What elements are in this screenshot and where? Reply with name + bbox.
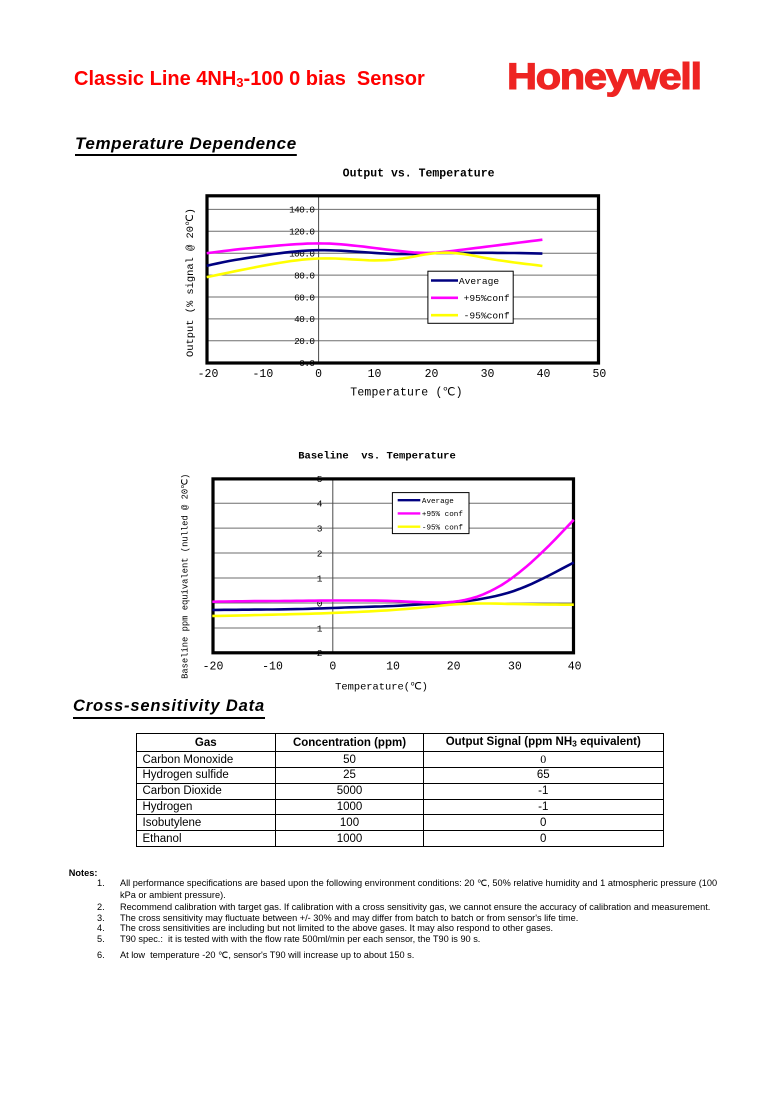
svg-text:Average: Average bbox=[459, 276, 500, 287]
svg-text:-95%conf: -95%conf bbox=[464, 311, 510, 322]
svg-text:50: 50 bbox=[592, 368, 606, 381]
svg-text:3: 3 bbox=[317, 523, 323, 534]
svg-text:10: 10 bbox=[368, 368, 382, 381]
svg-text:Baseline vs. Temperature: Baseline vs. Temperature bbox=[298, 451, 456, 463]
svg-text:20.0: 20.0 bbox=[294, 336, 314, 347]
svg-text:20: 20 bbox=[425, 368, 439, 381]
svg-text:100.0: 100.0 bbox=[289, 249, 314, 260]
svg-text:-20: -20 bbox=[203, 660, 224, 673]
svg-text:0: 0 bbox=[329, 660, 336, 673]
svg-text:Average: Average bbox=[422, 498, 454, 506]
svg-text:2: 2 bbox=[317, 648, 323, 659]
svg-text:4: 4 bbox=[317, 499, 323, 510]
svg-text:1: 1 bbox=[317, 623, 323, 634]
svg-text:0: 0 bbox=[315, 368, 322, 381]
svg-text:10: 10 bbox=[386, 660, 400, 673]
svg-text:120.0: 120.0 bbox=[289, 227, 314, 238]
svg-text:30: 30 bbox=[508, 660, 522, 673]
svg-text:Temperature (℃): Temperature (℃) bbox=[350, 386, 463, 399]
svg-text:0.0: 0.0 bbox=[299, 358, 314, 369]
svg-text:Baseline ppm equivalent (nulle: Baseline ppm equivalent (nulled @ 20℃) bbox=[181, 474, 191, 679]
svg-text:40: 40 bbox=[537, 368, 551, 381]
svg-text:140.0: 140.0 bbox=[289, 205, 314, 216]
svg-text:2: 2 bbox=[317, 548, 323, 559]
svg-text:1: 1 bbox=[317, 573, 323, 584]
svg-text:80.0: 80.0 bbox=[294, 270, 314, 281]
svg-text:40: 40 bbox=[568, 660, 582, 673]
svg-text:-20: -20 bbox=[198, 368, 219, 381]
svg-text:-95% conf: -95% conf bbox=[422, 524, 463, 532]
svg-text:40.0: 40.0 bbox=[294, 314, 314, 325]
svg-text:Temperature(℃): Temperature(℃) bbox=[335, 681, 428, 693]
svg-text:5: 5 bbox=[317, 474, 323, 485]
svg-text:Output (% signal @ 20℃): Output (% signal @ 20℃) bbox=[185, 208, 197, 357]
svg-text:Output vs. Temperature: Output vs. Temperature bbox=[343, 168, 495, 181]
svg-text:-10: -10 bbox=[253, 368, 274, 381]
svg-text:-10: -10 bbox=[262, 660, 283, 673]
svg-text:30: 30 bbox=[481, 368, 495, 381]
svg-text:20: 20 bbox=[447, 660, 461, 673]
svg-text:+95% conf: +95% conf bbox=[422, 511, 463, 519]
svg-text:+95%conf: +95%conf bbox=[464, 293, 510, 304]
svg-text:0: 0 bbox=[317, 598, 323, 609]
svg-text:60.0: 60.0 bbox=[294, 292, 314, 303]
